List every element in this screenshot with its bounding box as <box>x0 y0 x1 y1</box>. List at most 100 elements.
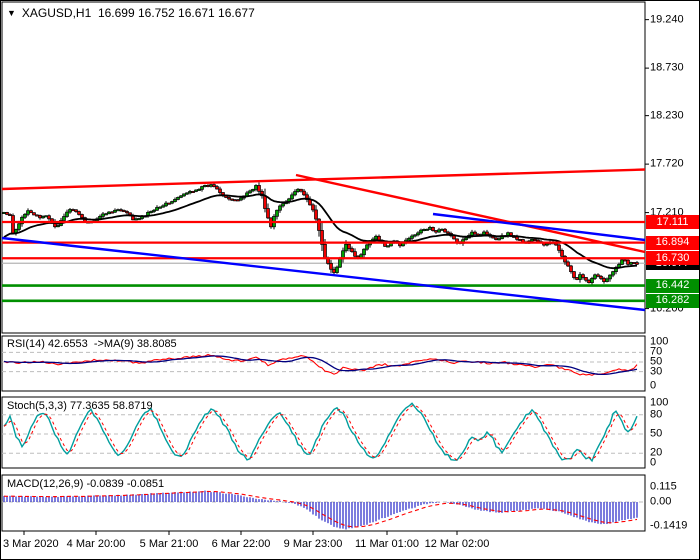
candlestick <box>164 202 168 207</box>
price-level-tag: 16.730 <box>646 251 699 266</box>
candlestick <box>263 195 267 209</box>
candlestick <box>209 184 213 187</box>
candlestick <box>134 218 138 221</box>
price-level-tag: 16.442 <box>646 278 699 293</box>
candlestick <box>578 274 582 280</box>
candlestick <box>236 199 240 202</box>
candlestick <box>317 218 321 231</box>
candlestick <box>533 239 537 241</box>
horizontal-levels <box>2 220 645 303</box>
candlestick <box>419 229 423 234</box>
candlestick <box>281 203 285 207</box>
candlestick <box>374 235 378 240</box>
candlestick <box>206 184 210 187</box>
candlestick <box>23 213 27 218</box>
candlestick <box>260 190 264 197</box>
time-axis-label: 6 Mar 22:00 <box>211 538 271 550</box>
candlestick <box>104 213 108 216</box>
moving-average-line <box>3 193 638 270</box>
candlestick <box>434 230 438 233</box>
time-axis-label: 3 Mar 2020 <box>3 538 59 550</box>
candlestick <box>530 239 534 242</box>
candlestick <box>323 244 327 259</box>
candlestick <box>572 271 576 278</box>
candlestick <box>137 218 141 221</box>
candlestick <box>65 211 69 217</box>
candlestick <box>629 262 633 265</box>
trendline-resistance-rising <box>1 168 646 191</box>
trendlines <box>1 168 646 312</box>
indicator-scale-label: 100 <box>650 335 669 348</box>
candlestick <box>329 263 333 270</box>
candlestick <box>290 194 294 200</box>
candlestick <box>353 251 357 257</box>
time-axis-label: 4 Mar 20:00 <box>66 538 126 550</box>
trendline-support-falling-long <box>1 236 646 312</box>
candlestick <box>275 209 279 217</box>
candlestick <box>599 275 603 279</box>
rsi-ma-line <box>3 355 638 376</box>
time-axis-label: 11 Mar 01:00 <box>354 538 420 550</box>
candlestick <box>44 215 48 218</box>
axis-ticks <box>23 19 649 535</box>
candlestick <box>569 265 573 272</box>
candlestick <box>365 244 369 250</box>
indicator-scale-label: 100 <box>650 396 669 409</box>
price-level-tag: 16.894 <box>646 235 699 250</box>
candlestick <box>107 211 111 215</box>
candlestick <box>596 274 600 277</box>
indicator-scale-label: 50 <box>650 427 663 440</box>
candlestick <box>278 205 282 211</box>
candlestick <box>47 215 51 220</box>
candlestick <box>464 237 468 241</box>
candlestick <box>347 243 351 249</box>
candlestick <box>497 238 501 241</box>
candlestick <box>410 235 414 239</box>
candlestick <box>122 210 126 213</box>
symbol-dropdown-icon[interactable]: ▼ <box>7 7 16 18</box>
candlestick <box>2 212 6 214</box>
candlestick <box>485 231 489 235</box>
candlestick <box>101 213 105 217</box>
candlestick <box>215 186 219 190</box>
candlestick <box>620 259 624 265</box>
candlestick <box>35 214 39 217</box>
price-level-tag: 17.111 <box>646 215 699 229</box>
y-axis-tick-label: 17.720 <box>650 157 684 170</box>
chart-title-bar: ▼ XAGUSD,H1 16.699 16.752 16.671 16.677 <box>7 6 255 20</box>
candlestick <box>590 278 594 284</box>
y-axis-tick-label: 19.240 <box>650 13 684 26</box>
candlestick <box>80 214 84 219</box>
candlestick <box>428 227 432 230</box>
rsi-layer <box>3 353 638 376</box>
candlestick <box>251 189 255 192</box>
candlestick <box>626 259 630 265</box>
candlestick <box>29 210 33 214</box>
time-axis-label: 5 Mar 21:00 <box>139 538 199 550</box>
candlestick <box>482 231 486 235</box>
indicator-scale-label: 0.115 <box>650 480 677 493</box>
candlestick <box>158 206 162 209</box>
candlestick <box>560 250 564 257</box>
candlestick <box>518 239 522 241</box>
ma-layer <box>3 193 638 270</box>
stoch-d-line <box>3 404 638 461</box>
candlestick <box>152 209 156 212</box>
candlestick <box>536 239 540 242</box>
candlestick <box>185 192 189 195</box>
candlestick <box>425 228 429 231</box>
candlestick <box>422 229 426 231</box>
candlestick <box>446 231 450 234</box>
candlestick <box>149 211 153 214</box>
candlestick <box>227 197 231 200</box>
candlestick <box>8 214 12 216</box>
candlestick <box>11 215 15 234</box>
candlestick <box>611 271 615 276</box>
candlestick <box>188 191 192 194</box>
candlestick <box>197 189 201 191</box>
candlestick <box>584 277 588 281</box>
candlestick <box>296 188 300 192</box>
candlestick <box>350 248 354 252</box>
candlestick <box>437 229 441 233</box>
